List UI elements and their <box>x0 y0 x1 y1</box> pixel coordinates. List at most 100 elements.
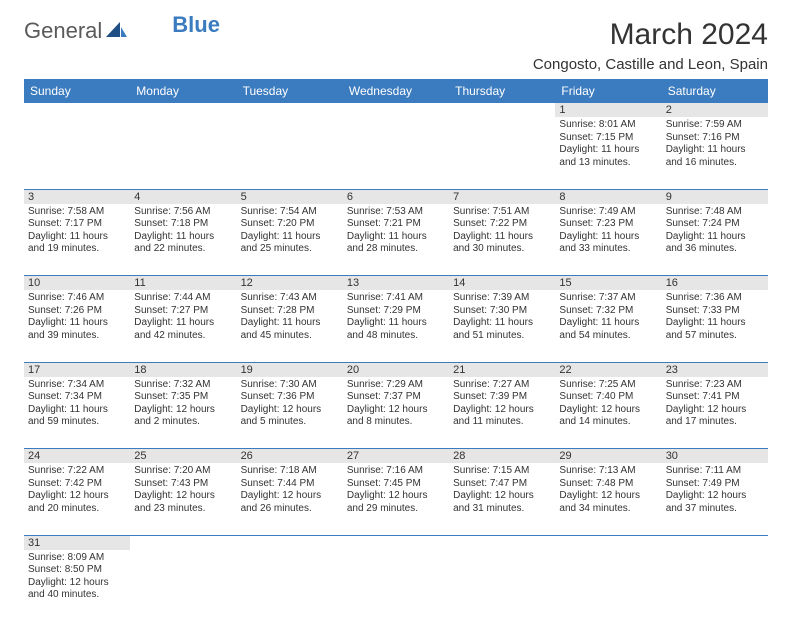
daylight-text: and 31 minutes. <box>453 503 551 516</box>
day-cell: Sunrise: 7:25 AMSunset: 7:40 PMDaylight:… <box>555 377 661 449</box>
sunrise-text: Sunrise: 7:32 AM <box>134 379 232 392</box>
sunset-text: Sunset: 7:24 PM <box>666 218 764 231</box>
logo-text-1: General <box>24 18 102 44</box>
sunset-text: Sunset: 7:33 PM <box>666 305 764 318</box>
sunrise-text: Sunrise: 7:20 AM <box>134 465 232 478</box>
day-cell: Sunrise: 7:30 AMSunset: 7:36 PMDaylight:… <box>237 377 343 449</box>
day-number: 3 <box>24 189 130 204</box>
day-cell: Sunrise: 7:27 AMSunset: 7:39 PMDaylight:… <box>449 377 555 449</box>
day-cell <box>237 117 343 189</box>
sunset-text: Sunset: 7:15 PM <box>559 132 657 145</box>
day-number: 6 <box>343 189 449 204</box>
daylight-text: and 8 minutes. <box>347 416 445 429</box>
day-number: 28 <box>449 449 555 464</box>
day-number <box>343 103 449 117</box>
sunrise-text: Sunrise: 7:27 AM <box>453 379 551 392</box>
day-number-row: 12 <box>24 103 768 117</box>
page: General Blue March 2024 Congosto, Castil… <box>0 0 792 640</box>
day-number: 9 <box>662 189 768 204</box>
daylight-text: and 13 minutes. <box>559 157 657 170</box>
sunrise-text: Sunrise: 7:56 AM <box>134 206 232 219</box>
day-number: 25 <box>130 449 236 464</box>
daylight-text: Daylight: 11 hours <box>453 231 551 244</box>
daylight-text: Daylight: 12 hours <box>666 490 764 503</box>
daylight-text: Daylight: 12 hours <box>559 490 657 503</box>
day-number: 23 <box>662 362 768 377</box>
day-cell: Sunrise: 7:46 AMSunset: 7:26 PMDaylight:… <box>24 290 130 362</box>
daylight-text: Daylight: 11 hours <box>666 231 764 244</box>
sunrise-text: Sunrise: 7:11 AM <box>666 465 764 478</box>
daylight-text: and 42 minutes. <box>134 330 232 343</box>
logo: General Blue <box>24 18 220 44</box>
daylight-text: Daylight: 11 hours <box>28 231 126 244</box>
day-cell: Sunrise: 7:13 AMSunset: 7:48 PMDaylight:… <box>555 463 661 535</box>
day-cell: Sunrise: 7:43 AMSunset: 7:28 PMDaylight:… <box>237 290 343 362</box>
daylight-text: and 5 minutes. <box>241 416 339 429</box>
day-cell: Sunrise: 7:59 AMSunset: 7:16 PMDaylight:… <box>662 117 768 189</box>
sunset-text: Sunset: 7:42 PM <box>28 478 126 491</box>
sunrise-text: Sunrise: 7:13 AM <box>559 465 657 478</box>
sunset-text: Sunset: 7:43 PM <box>134 478 232 491</box>
day-content-row: Sunrise: 8:01 AMSunset: 7:15 PMDaylight:… <box>24 117 768 189</box>
daylight-text: Daylight: 12 hours <box>134 490 232 503</box>
daylight-text: and 20 minutes. <box>28 503 126 516</box>
day-cell <box>237 550 343 622</box>
day-number <box>237 535 343 550</box>
day-number: 5 <box>237 189 343 204</box>
sunset-text: Sunset: 7:27 PM <box>134 305 232 318</box>
daylight-text: Daylight: 12 hours <box>28 490 126 503</box>
sunrise-text: Sunrise: 7:59 AM <box>666 119 764 132</box>
daylight-text: Daylight: 12 hours <box>347 490 445 503</box>
day-cell <box>343 550 449 622</box>
day-number: 19 <box>237 362 343 377</box>
day-cell: Sunrise: 7:20 AMSunset: 7:43 PMDaylight:… <box>130 463 236 535</box>
daylight-text: Daylight: 11 hours <box>347 317 445 330</box>
day-number-row: 31 <box>24 535 768 550</box>
daylight-text: Daylight: 12 hours <box>28 577 126 590</box>
daylight-text: Daylight: 12 hours <box>134 404 232 417</box>
daylight-text: and 57 minutes. <box>666 330 764 343</box>
sunset-text: Sunset: 7:17 PM <box>28 218 126 231</box>
daylight-text: Daylight: 11 hours <box>559 231 657 244</box>
day-number: 1 <box>555 103 661 117</box>
day-cell: Sunrise: 8:09 AMSunset: 8:50 PMDaylight:… <box>24 550 130 622</box>
weekday-header: Thursday <box>449 79 555 103</box>
sunset-text: Sunset: 7:36 PM <box>241 391 339 404</box>
sunrise-text: Sunrise: 7:34 AM <box>28 379 126 392</box>
title-block: March 2024 Congosto, Castille and Leon, … <box>533 18 768 73</box>
sunset-text: Sunset: 7:37 PM <box>347 391 445 404</box>
daylight-text: Daylight: 12 hours <box>453 490 551 503</box>
sail-icon <box>106 18 128 44</box>
day-number: 2 <box>662 103 768 117</box>
day-cell: Sunrise: 7:11 AMSunset: 7:49 PMDaylight:… <box>662 463 768 535</box>
sunset-text: Sunset: 7:44 PM <box>241 478 339 491</box>
sunrise-text: Sunrise: 7:54 AM <box>241 206 339 219</box>
day-number <box>130 103 236 117</box>
daylight-text: and 23 minutes. <box>134 503 232 516</box>
day-number: 30 <box>662 449 768 464</box>
day-number: 22 <box>555 362 661 377</box>
daylight-text: and 28 minutes. <box>347 243 445 256</box>
day-cell <box>24 117 130 189</box>
sunrise-text: Sunrise: 7:18 AM <box>241 465 339 478</box>
day-number: 21 <box>449 362 555 377</box>
day-cell: Sunrise: 7:34 AMSunset: 7:34 PMDaylight:… <box>24 377 130 449</box>
sunset-text: Sunset: 7:26 PM <box>28 305 126 318</box>
weekday-header: Saturday <box>662 79 768 103</box>
sunrise-text: Sunrise: 7:30 AM <box>241 379 339 392</box>
daylight-text: Daylight: 11 hours <box>28 317 126 330</box>
day-number: 29 <box>555 449 661 464</box>
day-cell <box>449 117 555 189</box>
day-number: 27 <box>343 449 449 464</box>
day-cell <box>343 117 449 189</box>
daylight-text: Daylight: 12 hours <box>241 490 339 503</box>
day-number: 26 <box>237 449 343 464</box>
sunrise-text: Sunrise: 7:25 AM <box>559 379 657 392</box>
daylight-text: and 2 minutes. <box>134 416 232 429</box>
daylight-text: and 34 minutes. <box>559 503 657 516</box>
day-cell: Sunrise: 7:51 AMSunset: 7:22 PMDaylight:… <box>449 204 555 276</box>
day-number: 20 <box>343 362 449 377</box>
daylight-text: and 39 minutes. <box>28 330 126 343</box>
day-cell: Sunrise: 7:41 AMSunset: 7:29 PMDaylight:… <box>343 290 449 362</box>
day-number: 14 <box>449 276 555 291</box>
